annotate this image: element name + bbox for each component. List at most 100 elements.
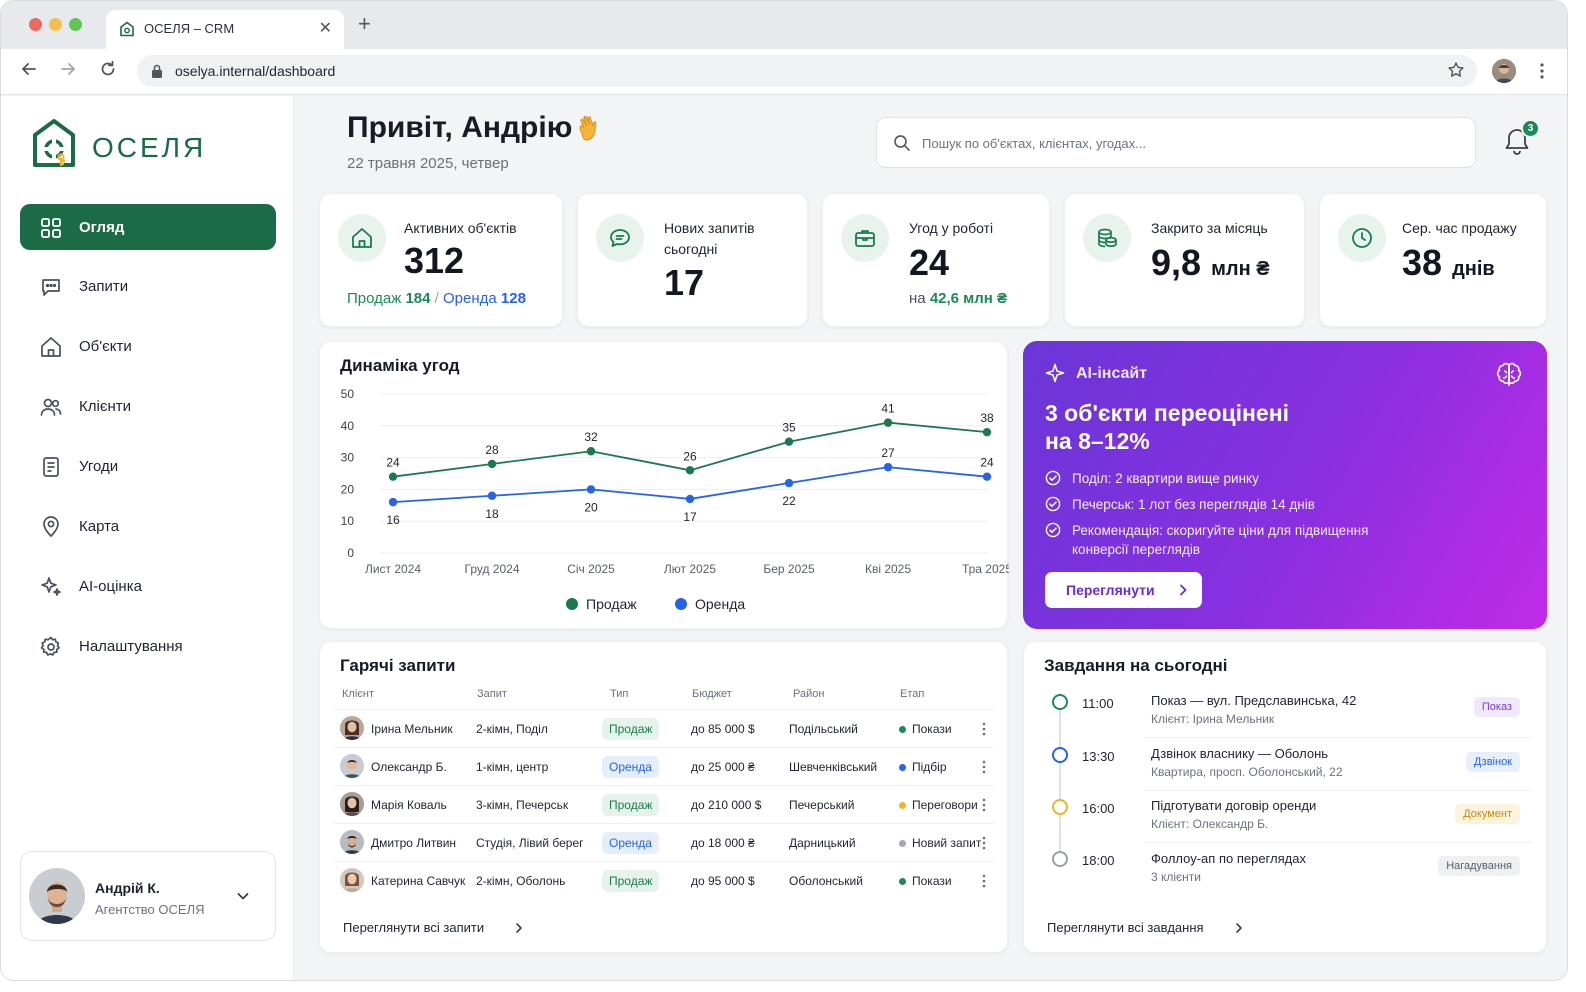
kpi-label: Закрито за місяць [1151,220,1268,236]
kpi-label-line1: Нових запитів [664,220,755,236]
sidebar-item-settings[interactable]: Налаштування [20,623,276,669]
deals-chart-card: Динаміка угод 0 10 20 30 40 50 Лист 2024 Груд 2… [319,341,1009,629]
row-menu-icon[interactable] [982,759,986,775]
sidebar-item-map[interactable]: Карта [20,503,276,549]
task-time: 13:30 [1082,749,1115,764]
sidebar-item-requests[interactable]: Запити [20,263,276,309]
divider [1144,737,1532,738]
sidebar-item-clients[interactable]: Клієнти [20,383,276,429]
check-circle-icon [1045,522,1061,538]
sidebar-item-ai-valuation[interactable]: AI-оцінка [20,563,276,609]
ai-bullet: Поділ: 2 квартири вище ринку [1045,469,1425,488]
sidebar-item-overview[interactable]: Огляд [20,204,276,250]
chat-icon [610,229,630,247]
bookmark-star-icon[interactable] [1447,61,1465,79]
row-menu-icon[interactable] [982,835,986,851]
browser-tab[interactable]: ОСЕЛЯ – CRM ✕ [106,10,344,49]
task-title[interactable]: Фоллоу-ап по переглядах [1151,851,1306,866]
sidebar-item-deals[interactable]: Угоди [20,443,276,489]
forward-arrow-icon[interactable] [58,59,78,79]
kpi-card-new-requests[interactable]: Нових запитів сьогодні 17 [577,193,808,327]
table-row[interactable]: Олександр Б. 1-кімн, центр Оренда до 25 … [334,747,994,785]
data-point [388,497,398,507]
client-name: Ірина Мельник [371,722,453,736]
chevron-down-icon[interactable] [235,888,251,904]
request-text: 2-кімн, Оболонь [476,874,566,888]
user-profile-card[interactable]: Андрій К. Агентство ОСЕЛЯ [20,851,276,941]
ai-tag: AI-інсайт [1076,365,1148,382]
column-header[interactable]: Тип [610,688,629,700]
column-header[interactable]: Бюджет [692,688,732,700]
check-circle-icon [1045,470,1061,486]
table-row[interactable]: Катерина Савчук 2-кімн, Оболонь Продаж д… [334,861,994,899]
kpi-card-closed-month[interactable]: Закрито за місяць 9,8 млн ₴ [1064,193,1305,327]
search-input[interactable]: Пошук по об'єктах, клієнтах, угодах... [876,117,1476,168]
x-tick-label: Лют 2025 [664,562,716,576]
user-organization: Агентство ОСЕЛЯ [95,902,205,917]
browser-menu-icon[interactable] [1534,61,1550,81]
task-title[interactable]: Показ — вул. Предславинська, 42 [1151,693,1357,708]
row-menu-icon[interactable] [982,721,986,737]
tab-close-icon[interactable]: ✕ [318,20,332,37]
kpi-label: Сер. час продажу [1402,220,1517,236]
avatar [340,830,364,854]
column-header[interactable]: Район [793,688,825,700]
maximize-window-button[interactable] [69,18,82,31]
coins-icon [1098,228,1117,248]
minimize-window-button[interactable] [49,18,62,31]
x-tick-label: Лист 2024 [365,562,421,576]
table-row[interactable]: Марія Коваль 3-кімн, Печерськ Продаж до … [334,785,994,823]
y-tick-label: 50 [341,387,355,401]
table-row[interactable]: Дмитро Литвин Студія, Лівий берег Оренда… [334,823,994,861]
reload-icon[interactable] [98,59,118,79]
column-header[interactable]: Запит [477,688,507,700]
column-header[interactable]: Клієнт [342,688,374,700]
task-status-dot [1052,694,1068,710]
kpi-label: Активних об'єктів [404,220,517,236]
kpi-value: 38 [1402,242,1443,283]
client-name: Марія Коваль [371,798,447,812]
kpi-card-deals-in-progress[interactable]: Угод у роботі 24 на 42,6 млн ₴ [822,193,1050,327]
browser-profile-avatar[interactable] [1492,59,1516,83]
table-row[interactable]: Ірина Мельник 2-кімн, Поділ Продаж до 85… [334,709,994,747]
brand-name: ОСЕЛЯ [92,132,207,163]
legend-label: Продаж [586,596,637,612]
search-icon [894,135,910,151]
tasks-card: Завдання на сьогодні 11:00 Показ — вул. … [1023,641,1547,953]
data-label: 38 [980,411,994,425]
y-tick-label: 40 [341,419,355,433]
data-point [784,437,794,446]
new-tab-icon[interactable]: + [358,11,371,36]
view-all-requests-link[interactable]: Переглянути всі запити [343,920,543,935]
kpi-card-active-properties[interactable]: Активних об'єктів 312 Продаж 184 / Оренд… [319,193,563,327]
sidebar-item-properties[interactable]: Об'єкти [20,323,276,369]
divider [1144,790,1532,791]
clock-icon [1352,228,1372,248]
data-point [586,485,596,494]
column-header[interactable]: Етап [900,688,925,700]
data-point [685,494,695,504]
client-name: Дмитро Литвин [371,836,457,850]
view-all-tasks-link[interactable]: Переглянути всі завдання [1047,920,1257,935]
task-badge: Документ [1455,804,1520,824]
close-window-button[interactable] [29,18,42,31]
address-bar[interactable]: oselya.internal/dashboard [137,55,1477,87]
notification-count-badge: 3 [1521,119,1540,138]
y-tick-label: 30 [341,451,355,465]
row-menu-icon[interactable] [982,797,986,813]
kpi-unit: млн ₴ [1211,258,1270,280]
task-title[interactable]: Підготувати договір оренди [1151,798,1317,813]
stage: Новий запит [912,836,982,850]
data-label: 24 [980,456,994,470]
ai-insight-card: AI-інсайт 3 об'єкти переоцінені на 8–12%… [1023,341,1547,629]
kpi-card-avg-sale-time[interactable]: Сер. час продажу 38 днів [1319,193,1547,327]
row-menu-icon[interactable] [982,873,986,889]
ai-view-button[interactable]: Переглянути [1045,572,1202,608]
task-title[interactable]: Дзвінок власнику — Оболонь [1151,746,1329,761]
legend-marker [566,598,578,610]
url-text: oselya.internal/dashboard [175,63,336,79]
kpi-icon-wrap [1083,214,1131,262]
data-point [784,478,794,488]
back-arrow-icon[interactable] [19,59,39,79]
document-icon [43,457,59,477]
